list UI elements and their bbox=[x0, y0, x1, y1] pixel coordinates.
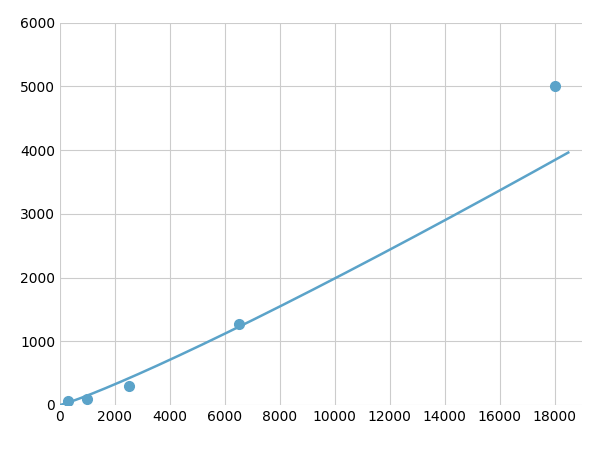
Point bbox=[234, 320, 244, 328]
Point bbox=[124, 382, 133, 390]
Point bbox=[64, 398, 73, 405]
Point bbox=[83, 395, 92, 402]
Point bbox=[550, 83, 559, 90]
